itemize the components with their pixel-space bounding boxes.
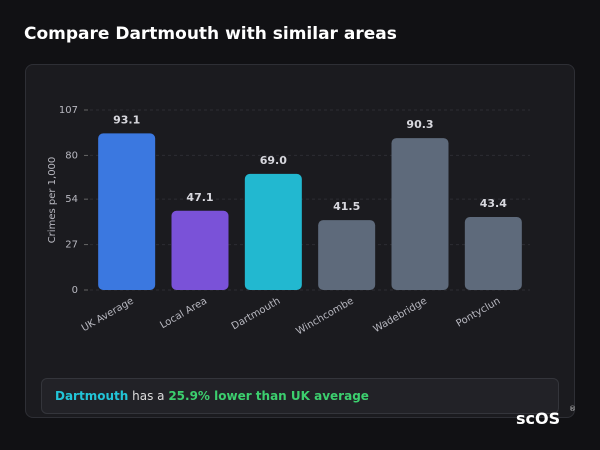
summary-comparison: 25.9% lower than UK average <box>168 389 369 403</box>
bar <box>98 133 156 290</box>
bar <box>464 216 522 290</box>
y-tick-label: 27 <box>65 240 78 251</box>
y-tick-label: 54 <box>65 194 78 205</box>
x-tick-label: Pontyclun <box>454 296 502 330</box>
summary-area: Dartmouth <box>55 389 129 403</box>
x-tick-label: Dartmouth <box>230 296 283 333</box>
x-tick-label: UK Average <box>80 296 136 335</box>
bar <box>171 210 229 290</box>
bar <box>318 220 376 290</box>
y-tick-label: 107 <box>59 105 78 116</box>
value-label: 93.1 <box>113 113 140 126</box>
summary-text: has a <box>128 389 169 403</box>
summary-box: Dartmouth has a 25.9% lower than UK aver… <box>41 378 559 414</box>
page-title: Compare Dartmouth with similar areas <box>24 24 397 44</box>
bar <box>391 138 449 290</box>
y-tick-label: 0 <box>72 285 78 296</box>
value-label: 47.1 <box>186 191 213 204</box>
value-label: 41.5 <box>333 200 360 213</box>
value-label: 43.4 <box>480 197 507 210</box>
x-tick-label: Winchcombe <box>294 296 355 338</box>
value-label: 69.0 <box>260 154 287 167</box>
y-axis-label: Crimes per 1,000 <box>47 157 58 244</box>
x-tick-label: Wadebridge <box>372 296 429 336</box>
value-label: 90.3 <box>406 118 433 131</box>
bar <box>244 173 302 290</box>
logo-mark: ® <box>569 405 576 413</box>
logo: scOS <box>516 409 561 428</box>
x-tick-label: Local Area <box>158 296 209 332</box>
y-tick-label: 80 <box>65 150 78 161</box>
